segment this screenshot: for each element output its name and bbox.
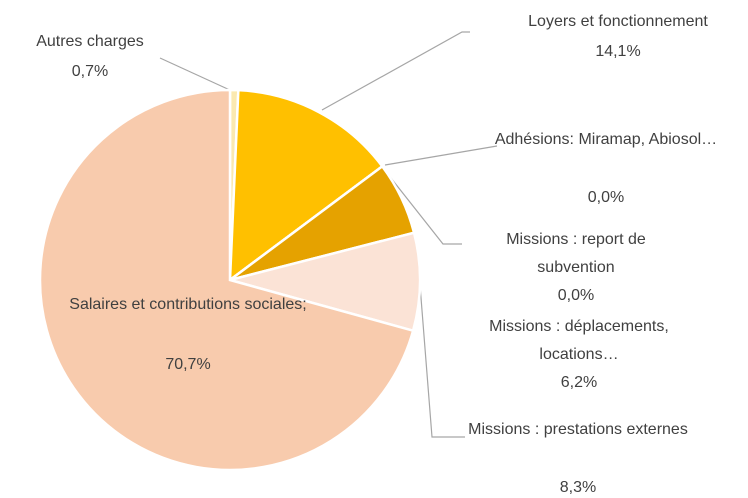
slice-label: Autres charges [36,33,144,50]
slice-label: Missions : déplacements, locations… [489,318,669,363]
slice-value: 0,0% [587,189,625,206]
slice-value: 6,2% [560,374,598,391]
slice-value: 0,7% [71,63,109,80]
leader-line [321,31,470,111]
slice-label: Loyers et fonctionnement [528,13,708,30]
pie-slice [228,88,385,283]
leader-lines [159,31,498,438]
pie-slice [38,88,415,472]
pie-slice [225,231,422,333]
slice-label: Salaires et contributions sociales; [69,296,307,313]
slice-value: 0,0% [557,287,595,304]
leader-line [419,284,465,438]
leader-line [382,167,462,245]
leader-line [384,145,498,166]
slice-label: Missions : prestations externes [468,421,688,438]
slice-value: 8,3% [559,479,597,496]
leader-line [159,57,233,92]
slice-label: Adhésions: Miramap, Abiosol… [494,131,718,148]
slice-label: Missions : report de subvention [506,231,646,276]
slice-value: 70,7% [165,356,211,373]
slice-value: 14,1% [595,43,641,60]
